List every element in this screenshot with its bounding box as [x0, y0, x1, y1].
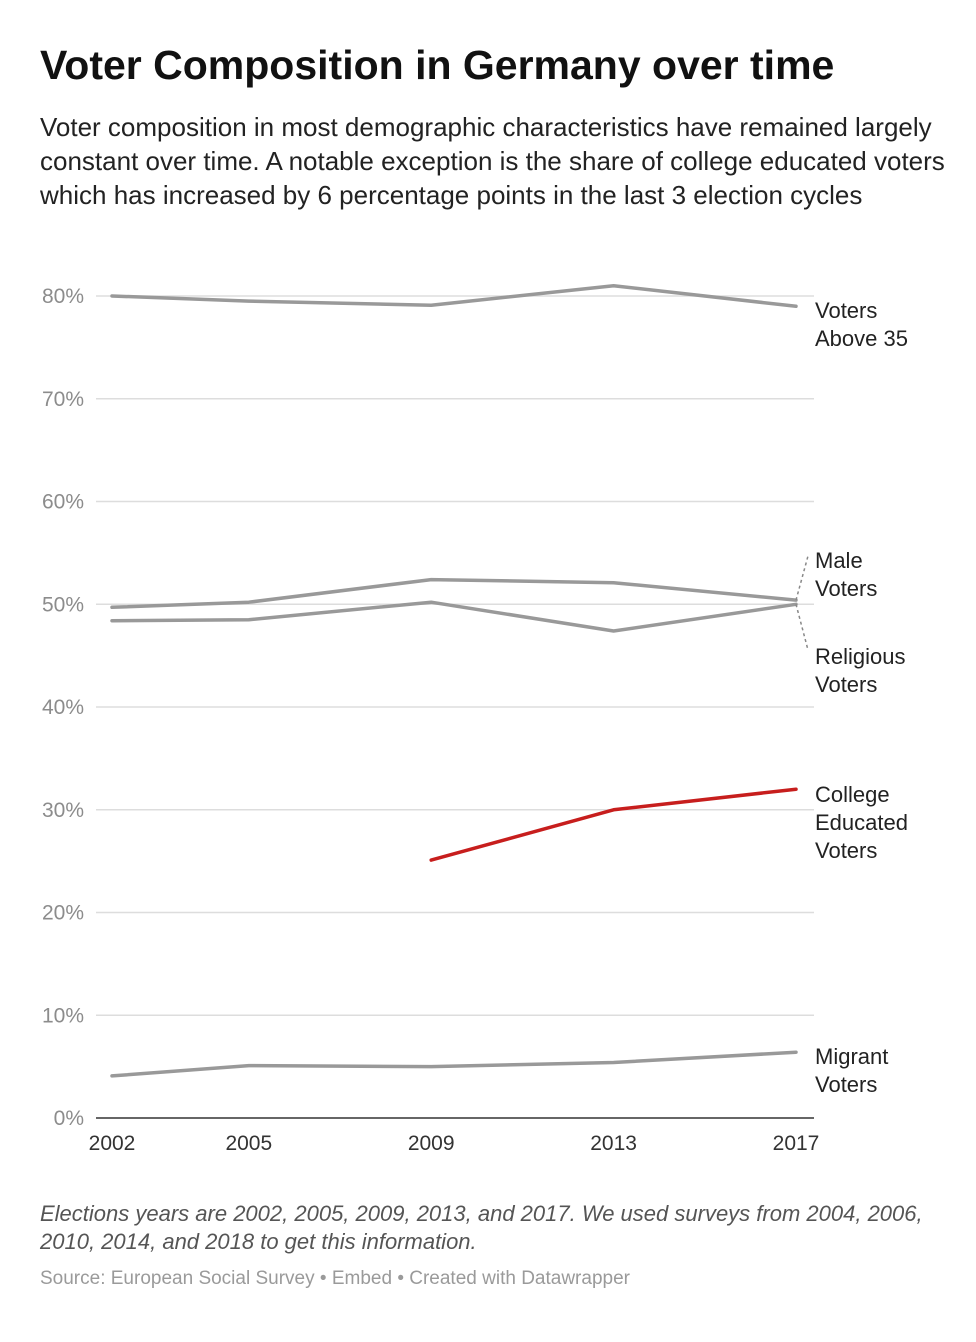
embed-link[interactable]: Embed: [331, 1268, 393, 1289]
y-tick-label: 50%: [42, 593, 84, 616]
y-tick-label: 40%: [42, 696, 84, 719]
series-label-college-educated-voters: College Educated Voters: [815, 782, 908, 863]
chart-footer: Source: European Social Survey • Embed •…: [40, 1266, 630, 1292]
chart-subtitle: Voter composition in most demographic ch…: [40, 112, 945, 210]
chart-notes: Elections years are 2002, 2005, 2009, 20…: [40, 1201, 923, 1254]
series-line-male-voters: [110, 577, 798, 610]
y-tick-label: 70%: [42, 388, 84, 411]
line-chart: 0%10%20%30%40%50%60%70%80% 2002 2005 2009 2…: [42, 283, 908, 1155]
gridlines: [96, 295, 814, 1119]
source-text: Source: European Social Survey: [40, 1268, 315, 1289]
y-tick-label: 20%: [42, 902, 84, 925]
label-leaders: [795, 555, 809, 651]
x-tick-label: 2017: [773, 1132, 820, 1155]
series-line-migrant-voters: [110, 1050, 798, 1078]
series-label-voters-above-35: Voters Above 35: [815, 298, 908, 351]
series-label-male-voters: Male Voters: [815, 548, 877, 601]
y-tick-label: 0%: [54, 1107, 84, 1130]
series-line-college-educated-voters: [429, 787, 798, 862]
y-tick-label: 80%: [42, 285, 84, 308]
x-axis-ticks: 2002 2005 2009 2013 2017: [89, 1132, 820, 1155]
series-lines: [110, 283, 798, 1078]
x-tick-label: 2002: [89, 1132, 136, 1155]
series-label-migrant-voters: Migrant Voters: [815, 1044, 888, 1097]
series-label-religious-voters: Religious Voters: [815, 644, 906, 697]
y-tick-label: 10%: [42, 1004, 84, 1027]
created-with-link[interactable]: Created with Datawrapper: [409, 1268, 630, 1289]
chart-title: Voter Composition in Germany over time: [40, 42, 835, 88]
x-tick-label: 2005: [225, 1132, 272, 1155]
leader-line-male-voters: [795, 555, 809, 601]
footer-separator: •: [397, 1268, 404, 1289]
y-tick-label: 30%: [42, 799, 84, 822]
x-tick-label: 2009: [408, 1132, 455, 1155]
footer-separator: •: [319, 1268, 327, 1289]
leader-line-religious-voters: [795, 604, 809, 651]
series-line-religious-voters: [110, 600, 798, 633]
series-labels: Voters Above 35 Male Voters Religious Voters C…: [815, 298, 908, 1097]
y-axis-ticks: 0% 10% 20% 30% 40% 50% 60% 70% 80%: [42, 285, 84, 1130]
series-line-voters-above-35: [110, 283, 798, 309]
x-tick-label: 2013: [590, 1132, 637, 1155]
y-tick-label: 60%: [42, 491, 84, 514]
